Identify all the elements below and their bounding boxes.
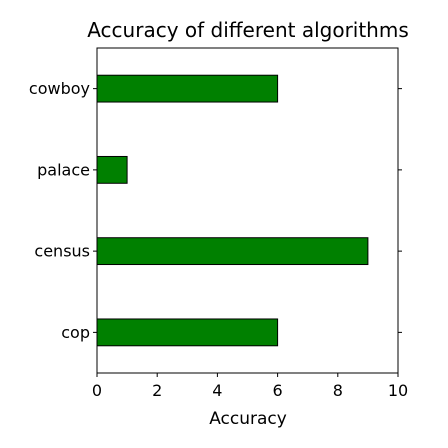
x-tick-label: 6 (273, 381, 283, 400)
x-tick-label: 0 (92, 381, 102, 400)
y-tick-label: census (34, 242, 90, 261)
y-tick-label: cowboy (29, 79, 90, 98)
plot-frame (96, 47, 399, 374)
bar-palace (96, 155, 128, 184)
x-tick-label: 10 (388, 381, 408, 400)
bar-cowboy (96, 74, 279, 103)
x-tick-label: 8 (333, 381, 343, 400)
bar-cop (96, 318, 279, 347)
bar-census (96, 237, 369, 266)
y-axis-ticks: cowboy palace census cop (29, 79, 402, 342)
y-tick-label: cop (61, 323, 90, 342)
y-tick-label: palace (37, 160, 90, 179)
x-axis-ticks: 0 2 4 6 8 10 (92, 373, 408, 400)
x-axis-label: Accuracy (209, 409, 287, 429)
chart-title: Accuracy of different algorithms (87, 18, 409, 42)
x-tick-label: 2 (152, 381, 162, 400)
x-tick-label: 4 (212, 381, 222, 400)
bars-group (96, 74, 369, 347)
